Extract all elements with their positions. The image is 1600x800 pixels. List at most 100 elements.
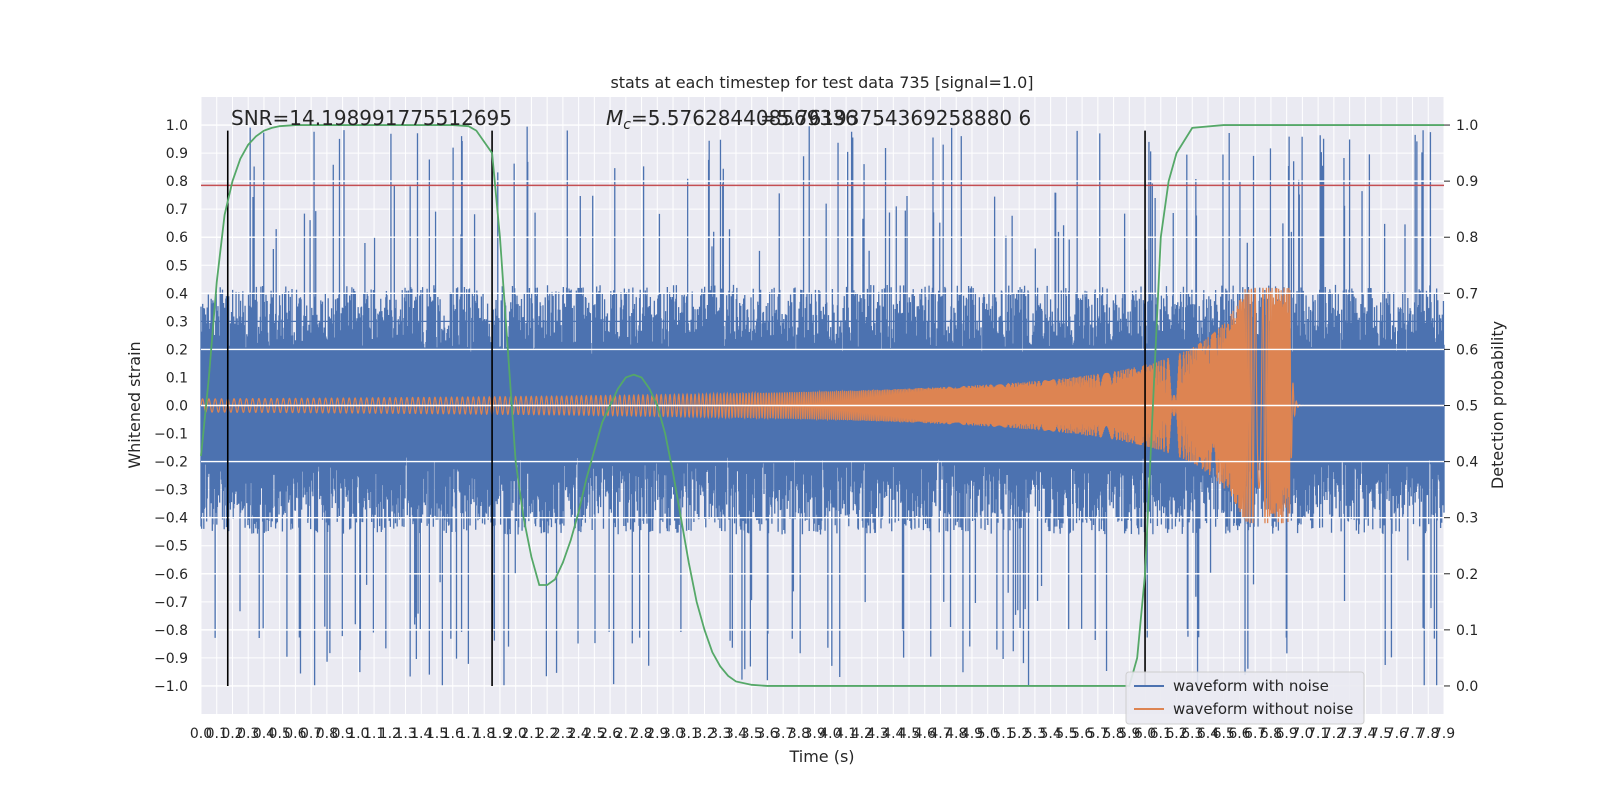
y-left-tick-label: 0.9 — [166, 146, 188, 162]
overlap-annotation: =5.76193754369258880 6 — [760, 106, 1031, 130]
y-left-tick-label: −0.4 — [154, 511, 188, 527]
x-tick-label: 3.0 — [662, 726, 684, 742]
detection-probability-line — [200, 124, 1444, 687]
y-left-tick-label: 0.6 — [166, 230, 188, 246]
x-tick-label: 4.7 — [929, 726, 951, 742]
y-left-tick-label: −0.6 — [154, 567, 188, 583]
x-tick-label: 2.3 — [552, 726, 574, 742]
x-tick-label: 0.3 — [237, 726, 259, 742]
y-left-tick-label: −0.1 — [154, 427, 188, 443]
y-right-tick-label: 0.7 — [1456, 286, 1478, 302]
x-tick-label: 5.9 — [1118, 726, 1140, 742]
y-right-tick-label: 0.3 — [1456, 511, 1478, 527]
x-tick-label: 7.0 — [1291, 726, 1313, 742]
y-left-tick-label: −0.9 — [154, 651, 188, 667]
y-left-axis-label: Whitened strain — [125, 341, 144, 468]
legend-label-clean: waveform without noise — [1173, 700, 1353, 718]
x-tick-label: 7.3 — [1338, 726, 1360, 742]
mc-subscript: c — [623, 117, 631, 133]
x-tick-label: 0.6 — [284, 726, 306, 742]
x-tick-label: 6.9 — [1276, 726, 1298, 742]
y-right-axis-ticks: 1.0 0.9 0.8 0.7 0.6 0.5 0.4 0.3 0.2 0.1 0.0 — [1444, 118, 1478, 695]
x-tick-label: 1.9 — [489, 726, 511, 742]
x-tick-label: 2.2 — [536, 726, 558, 742]
x-tick-label: 6.2 — [1165, 726, 1187, 742]
chart-title: stats at each timestep for test data 735… — [610, 73, 1033, 92]
x-tick-label: 1.7 — [457, 726, 479, 742]
x-tick-label: 0.0 — [190, 726, 212, 742]
x-tick-label: 0.8 — [316, 726, 338, 742]
x-tick-label: 1.4 — [410, 726, 432, 742]
x-tick-label: 3.7 — [772, 726, 794, 742]
y-left-tick-label: 0.8 — [166, 174, 188, 190]
x-tick-label: 4.6 — [914, 726, 936, 742]
x-tick-label: 1.1 — [363, 726, 385, 742]
x-tick-label: 0.2 — [221, 726, 243, 742]
x-tick-label: 0.5 — [269, 726, 291, 742]
x-tick-label: 5.4 — [1040, 726, 1062, 742]
snr-annotation: SNR=14.198991775512695 — [231, 106, 512, 130]
x-tick-label: 4.8 — [945, 726, 967, 742]
x-tick-label: 5.6 — [1071, 726, 1093, 742]
y-left-tick-label: −1.0 — [154, 679, 188, 695]
x-tick-label: 3.9 — [804, 726, 826, 742]
x-tick-label: 5.0 — [977, 726, 999, 742]
y-left-tick-label: 0.3 — [166, 314, 188, 330]
x-tick-label: 3.2 — [693, 726, 715, 742]
x-tick-label: 3.5 — [741, 726, 763, 742]
y-left-tick-label: 0.0 — [166, 399, 188, 415]
x-tick-label: 6.8 — [1260, 726, 1282, 742]
x-tick-label: 1.8 — [473, 726, 495, 742]
y-left-tick-label: 0.7 — [166, 202, 188, 218]
y-left-tick-label: −0.2 — [154, 455, 188, 471]
x-tick-label: 6.1 — [1150, 726, 1172, 742]
x-tick-label: 3.3 — [709, 726, 731, 742]
x-tick-label: 2.0 — [505, 726, 527, 742]
x-tick-label: 7.8 — [1417, 726, 1439, 742]
x-tick-label: 1.2 — [379, 726, 401, 742]
x-tick-label: 4.0 — [819, 726, 841, 742]
y-right-tick-label: 0.1 — [1456, 623, 1478, 639]
y-left-tick-label: 1.0 — [166, 118, 188, 134]
x-tick-label: 6.3 — [1181, 726, 1203, 742]
x-tick-label: 2.5 — [583, 726, 605, 742]
y-left-tick-label: 0.5 — [166, 258, 188, 274]
y-left-tick-label: −0.3 — [154, 483, 188, 499]
legend: waveform with noise waveform without noi… — [1125, 671, 1365, 725]
vertical-markers — [226, 130, 1146, 686]
y-right-tick-label: 0.9 — [1456, 174, 1478, 190]
mc-symbol: M — [606, 106, 623, 130]
x-tick-label: 5.3 — [1024, 726, 1046, 742]
y-left-tick-label: −0.8 — [154, 623, 188, 639]
x-tick-label: 6.5 — [1213, 726, 1235, 742]
x-tick-label: 6.0 — [1134, 726, 1156, 742]
x-tick-label: 2.4 — [567, 726, 589, 742]
y-left-tick-label: −0.7 — [154, 595, 188, 611]
mc-annotation: Mc=5.576284408569336 — [606, 106, 858, 133]
x-tick-label: 7.4 — [1354, 726, 1376, 742]
x-tick-label: 7.6 — [1386, 726, 1408, 742]
x-tick-label: 2.1 — [520, 726, 542, 742]
x-tick-label: 2.7 — [615, 726, 637, 742]
x-tick-label: 0.1 — [206, 726, 228, 742]
x-tick-label: 7.9 — [1433, 726, 1455, 742]
x-tick-label: 4.5 — [898, 726, 920, 742]
x-tick-label: 0.4 — [253, 726, 275, 742]
y-right-tick-label: 0.6 — [1456, 342, 1478, 358]
x-tick-label: 5.7 — [1087, 726, 1109, 742]
y-right-tick-label: 0.5 — [1456, 399, 1478, 415]
x-tick-label: 4.3 — [866, 726, 888, 742]
x-tick-label: 4.9 — [961, 726, 983, 742]
x-tick-label: 5.5 — [1055, 726, 1077, 742]
y-right-tick-label: 0.8 — [1456, 230, 1478, 246]
y-left-tick-label: 0.1 — [166, 370, 188, 386]
x-axis-ticks: 0.00.10.20.30.40.50.60.70.80.91.01.11.21… — [190, 726, 1455, 742]
x-tick-label: 1.5 — [426, 726, 448, 742]
x-tick-label: 2.6 — [599, 726, 621, 742]
x-tick-label: 7.1 — [1307, 726, 1329, 742]
x-tick-label: 3.4 — [725, 726, 747, 742]
y-left-axis-ticks: 1.0 0.9 0.8 0.7 0.6 0.5 0.4 0.3 0.2 0.1 0.0 −0.1 −0.… — [154, 118, 188, 695]
x-tick-label: 6.7 — [1244, 726, 1266, 742]
legend-box — [1125, 671, 1365, 725]
